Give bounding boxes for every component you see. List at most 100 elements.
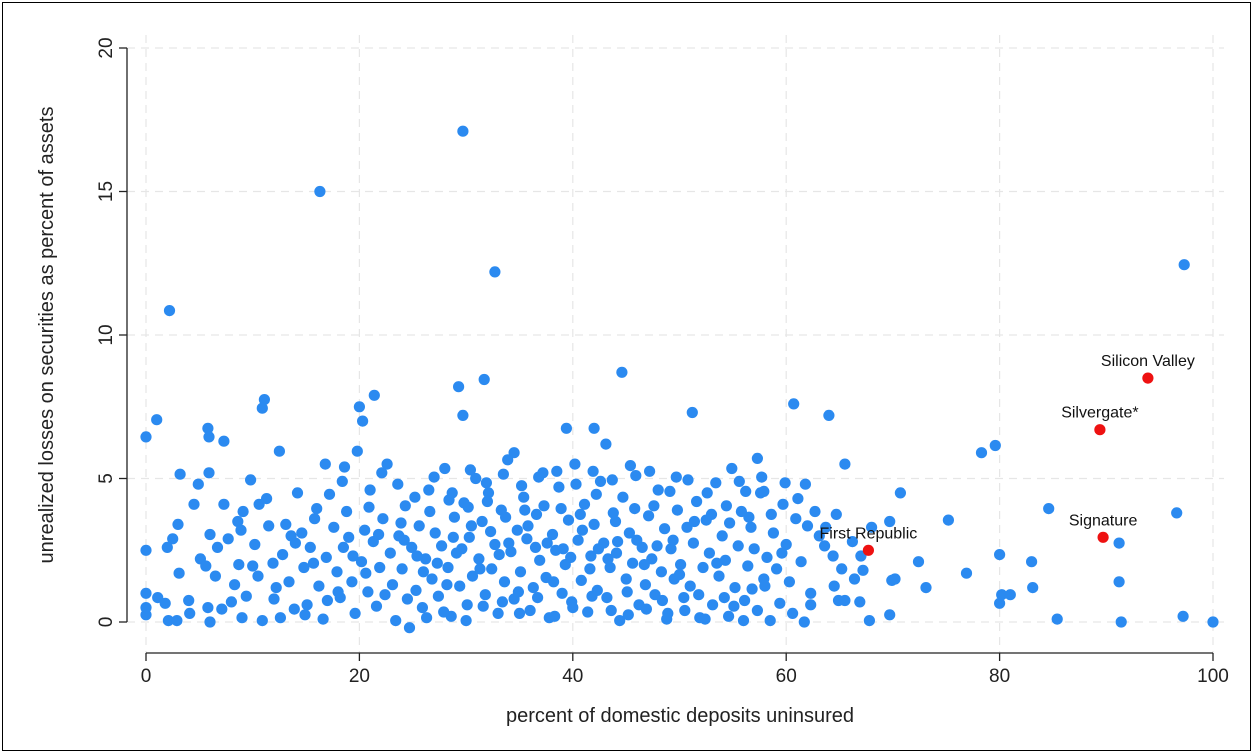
scatter-point: [565, 551, 577, 564]
scatter-point: [764, 615, 776, 627]
scatter-point: [570, 478, 582, 490]
scatter-point: [357, 415, 369, 427]
scatter-point: [411, 550, 423, 562]
scatter-point: [1171, 507, 1183, 519]
scatter-point: [638, 559, 650, 571]
scatter-point: [1051, 613, 1063, 625]
scatter-point: [200, 560, 212, 572]
scatter-point: [699, 613, 711, 625]
scatter-point: [776, 547, 788, 559]
scatter-point: [431, 557, 443, 569]
scatter-point: [225, 596, 237, 608]
scatter-point: [464, 464, 476, 476]
scatter-point: [620, 573, 632, 585]
scatter-point: [172, 518, 184, 531]
scatter-point: [629, 503, 641, 515]
scatter-point: [188, 498, 200, 510]
scatter-point: [621, 586, 633, 598]
scatter-point: [307, 557, 320, 569]
scatter-point: [183, 594, 195, 607]
scatter-point: [1026, 556, 1038, 568]
scatter-point: [267, 557, 279, 569]
scatter-point: [701, 487, 713, 499]
scatter-point: [604, 561, 616, 574]
scatter-point: [805, 599, 817, 611]
x-tick-label: 20: [349, 666, 370, 687]
scatter-point: [726, 462, 738, 475]
scatter-point: [498, 576, 511, 588]
x-tick-label: 0: [141, 666, 152, 687]
scatter-point: [792, 493, 804, 505]
scatter-point: [612, 536, 624, 548]
scatter-point: [454, 580, 466, 592]
scatter-point: [1113, 537, 1125, 549]
scatter-point: [756, 471, 768, 483]
scatter-point: [249, 538, 261, 551]
y-tick-label: 15: [96, 181, 117, 202]
scatter-point: [258, 394, 270, 406]
scatter-point: [460, 615, 472, 627]
scatter-point: [798, 616, 810, 628]
scatter-point: [453, 381, 465, 393]
scatter-point: [682, 474, 694, 486]
scatter-point: [912, 556, 925, 568]
scatter-point: [332, 586, 344, 598]
scatter-point: [546, 528, 559, 541]
scatter-point: [331, 566, 343, 578]
scatter-point: [253, 498, 265, 510]
scatter-point: [482, 487, 495, 499]
scatter-point: [639, 579, 652, 591]
scatter-point: [819, 540, 831, 552]
y-tick-label: 10: [96, 324, 117, 345]
scatter-point: [828, 580, 840, 592]
scatter-point: [518, 491, 530, 503]
scatter-point: [707, 599, 719, 611]
scatter-point: [161, 541, 173, 554]
scatter-point: [236, 612, 248, 624]
scatter-point: [256, 615, 268, 627]
scatter-point: [140, 602, 152, 614]
scatter-point: [889, 573, 901, 585]
scatter-point: [557, 543, 569, 555]
scatter-point: [644, 465, 656, 477]
scatter-point: [703, 547, 716, 559]
scatter-point: [839, 458, 851, 470]
scatter-point: [723, 610, 735, 622]
scatter-point: [718, 592, 730, 604]
scatter-point: [664, 485, 676, 497]
scatter-point: [403, 622, 416, 634]
scatter-point: [277, 549, 289, 561]
scatter-point: [466, 570, 479, 582]
scatter-point: [439, 462, 451, 475]
scatter-point: [994, 549, 1006, 561]
scatter-point: [477, 600, 489, 612]
scatter-point: [569, 458, 581, 470]
scatter-point: [551, 465, 563, 477]
scatter-point: [813, 530, 825, 542]
scatter-point: [522, 520, 534, 532]
scatter-point: [423, 484, 435, 496]
scatter-point: [574, 508, 586, 520]
scatter-point: [429, 527, 441, 539]
scatter-point: [733, 475, 745, 487]
scatter-point: [732, 540, 744, 552]
scatter-point: [728, 600, 740, 612]
scatter-point: [410, 584, 422, 597]
scatter-point: [457, 125, 469, 137]
scatter-point: [428, 471, 440, 483]
scatter-point: [1113, 576, 1125, 588]
scatter-point: [630, 470, 642, 482]
scatter-point: [374, 561, 386, 574]
scatter-point: [159, 597, 171, 609]
scatter-point: [576, 524, 589, 536]
scatter-point: [424, 505, 436, 518]
scatter-point: [240, 590, 252, 602]
scatter-point: [661, 613, 673, 625]
scatter-point: [461, 599, 473, 611]
scatter-point: [204, 528, 216, 541]
y-axis-title: unrealized losses on securities as perce…: [36, 107, 58, 564]
scatter-point: [863, 615, 876, 627]
scatter-point: [667, 534, 679, 546]
scatter-point: [359, 524, 371, 536]
